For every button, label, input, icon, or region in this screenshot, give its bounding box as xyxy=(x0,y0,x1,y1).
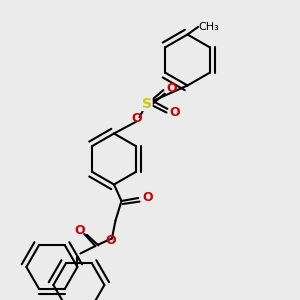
Text: CH₃: CH₃ xyxy=(198,22,219,32)
Text: O: O xyxy=(105,234,116,248)
Text: O: O xyxy=(166,82,176,95)
Text: O: O xyxy=(74,224,85,238)
Text: O: O xyxy=(131,112,142,125)
Text: O: O xyxy=(142,190,153,204)
Text: S: S xyxy=(142,97,152,110)
Text: O: O xyxy=(169,106,179,119)
